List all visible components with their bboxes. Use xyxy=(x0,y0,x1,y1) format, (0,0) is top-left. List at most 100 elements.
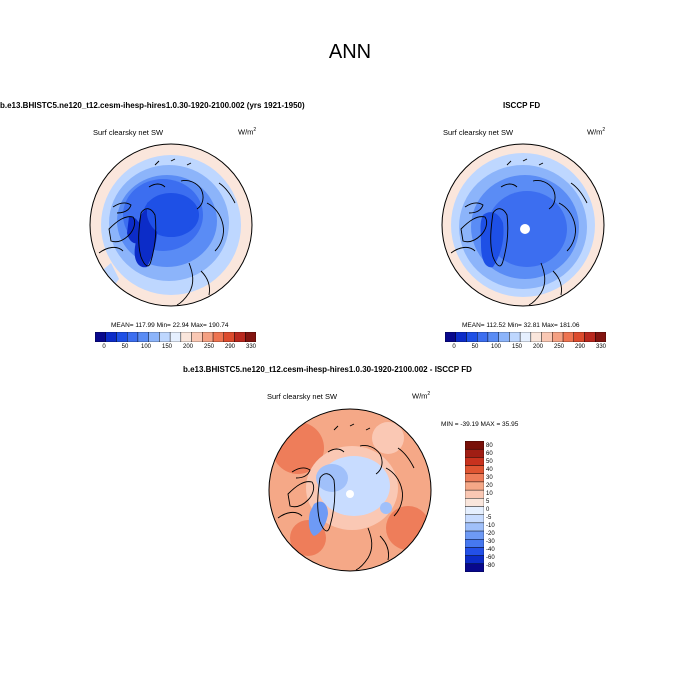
colorbar-tick: 100 xyxy=(490,344,502,350)
colorbar-swatch xyxy=(562,332,574,342)
panel-obs-colorbar xyxy=(445,332,606,342)
colorbar-tick: 250 xyxy=(553,344,565,350)
panel-model-polar-map xyxy=(89,143,253,307)
colorbar-swatch xyxy=(180,332,192,342)
colorbar-tick: 50 xyxy=(121,344,129,350)
colorbar-swatch xyxy=(148,332,160,342)
panel-model-stats: MEAN= 117.99 Min= 22.94 Max= 190.74 xyxy=(111,322,229,329)
colorbar-swatch xyxy=(245,332,256,342)
colorbar-swatch xyxy=(465,473,484,483)
colorbar-swatch xyxy=(584,332,596,342)
colorbar-swatch xyxy=(487,332,499,342)
colorbar-swatch xyxy=(552,332,564,342)
colorbar-tick: 5 xyxy=(486,499,490,505)
colorbar-swatch xyxy=(477,332,489,342)
panel-diff-title: b.e13.BHISTC5.ne120_t12.cesm-ihesp-hires… xyxy=(183,365,472,374)
colorbar-swatch xyxy=(465,547,484,556)
colorbar-swatch xyxy=(465,457,484,466)
page-title: ANN xyxy=(328,41,372,63)
colorbar-tick: 150 xyxy=(511,344,523,350)
colorbar-swatch xyxy=(465,498,484,507)
colorbar-swatch xyxy=(465,506,484,515)
colorbar-swatch xyxy=(137,332,149,342)
colorbar-swatch xyxy=(465,530,484,540)
panel-model-title: b.e13.BHISTC5.ne120_t12.cesm-ihesp-hires… xyxy=(0,101,305,110)
colorbar-tick: 50 xyxy=(471,344,479,350)
panel-obs-variable: Surf clearsky net SW xyxy=(443,128,514,137)
colorbar-swatch xyxy=(445,332,456,342)
colorbar-tick: 20 xyxy=(486,483,493,489)
panel-diff-stats: MIN = -39.19 MAX = 35.95 xyxy=(441,421,519,428)
panel-model-variable: Surf clearsky net SW xyxy=(93,128,164,137)
colorbar-swatch xyxy=(465,539,484,548)
panel-model-colorbar xyxy=(95,332,256,342)
colorbar-tick: 0 xyxy=(486,507,490,513)
colorbar-tick: 50 xyxy=(486,459,493,465)
panel-obs-stats: MEAN= 112.52 Min= 32.81 Max= 181.06 xyxy=(462,322,580,329)
colorbar-swatch xyxy=(466,332,478,342)
colorbar-tick: 40 xyxy=(486,467,493,473)
colorbar-tick: -60 xyxy=(486,555,495,561)
colorbar-swatch xyxy=(159,332,171,342)
colorbar-swatch xyxy=(465,514,484,524)
colorbar-tick: 80 xyxy=(486,443,493,449)
colorbar-swatch xyxy=(465,489,484,499)
panel-model-colorbar-ticks: 0 50 100 150 200 250 290 330 xyxy=(95,344,256,354)
colorbar-swatch xyxy=(509,332,521,342)
panel-model-units: W/m2 xyxy=(238,127,257,137)
panel-obs-colorbar-ticks: 0 50 100 150 200 250 290 330 xyxy=(445,344,606,354)
colorbar-tick: -5 xyxy=(486,515,492,521)
panel-diff-colorbar xyxy=(465,441,484,572)
colorbar-tick: -40 xyxy=(486,547,495,553)
colorbar-tick: 200 xyxy=(532,344,544,350)
colorbar-tick: -30 xyxy=(486,539,495,545)
panel-diff-variable: Surf clearsky net SW xyxy=(267,392,338,401)
colorbar-tick: 100 xyxy=(140,344,152,350)
colorbar-swatch xyxy=(169,332,182,342)
colorbar-swatch xyxy=(573,332,585,342)
colorbar-swatch xyxy=(191,332,203,342)
colorbar-swatch xyxy=(595,332,606,342)
colorbar-tick: 290 xyxy=(574,344,586,350)
colorbar-tick: 60 xyxy=(486,451,493,457)
colorbar-swatch xyxy=(127,332,139,342)
colorbar-swatch xyxy=(212,332,224,342)
colorbar-swatch xyxy=(105,332,117,342)
colorbar-swatch xyxy=(465,448,484,458)
colorbar-swatch xyxy=(95,332,106,342)
colorbar-swatch xyxy=(455,332,467,342)
colorbar-swatch xyxy=(116,332,128,342)
colorbar-swatch xyxy=(465,522,484,532)
colorbar-tick: 330 xyxy=(245,344,257,350)
colorbar-swatch xyxy=(465,563,484,572)
panel-obs-units: W/m2 xyxy=(587,127,606,137)
colorbar-tick: -80 xyxy=(486,563,495,569)
colorbar-tick: 200 xyxy=(182,344,194,350)
panel-obs-title: ISCCP FD xyxy=(503,101,541,110)
colorbar-swatch xyxy=(465,465,484,474)
colorbar-tick: 0 xyxy=(452,344,456,350)
colorbar-tick: -10 xyxy=(486,523,495,529)
colorbar-swatch xyxy=(519,332,532,342)
colorbar-swatch xyxy=(541,332,553,342)
colorbar-swatch xyxy=(498,332,510,342)
colorbar-tick: 0 xyxy=(102,344,106,350)
colorbar-swatch xyxy=(465,441,484,450)
colorbar-tick: 330 xyxy=(595,344,607,350)
colorbar-tick: 150 xyxy=(161,344,173,350)
panel-obs-polar-map xyxy=(441,143,605,307)
colorbar-tick: 250 xyxy=(203,344,215,350)
colorbar-swatch xyxy=(465,555,484,565)
colorbar-tick: 30 xyxy=(486,475,493,481)
colorbar-swatch xyxy=(234,332,246,342)
panel-diff-units: W/m2 xyxy=(412,391,431,401)
colorbar-tick: -20 xyxy=(486,531,495,537)
colorbar-swatch xyxy=(530,332,542,342)
colorbar-tick: 10 xyxy=(486,491,493,497)
colorbar-swatch xyxy=(465,481,484,491)
panel-diff-colorbar-ticks: 80 60 50 40 30 20 10 5 0 -5 -10 -20 -30 … xyxy=(486,441,516,572)
colorbar-tick: 290 xyxy=(224,344,236,350)
colorbar-swatch xyxy=(202,332,214,342)
colorbar-swatch xyxy=(223,332,235,342)
